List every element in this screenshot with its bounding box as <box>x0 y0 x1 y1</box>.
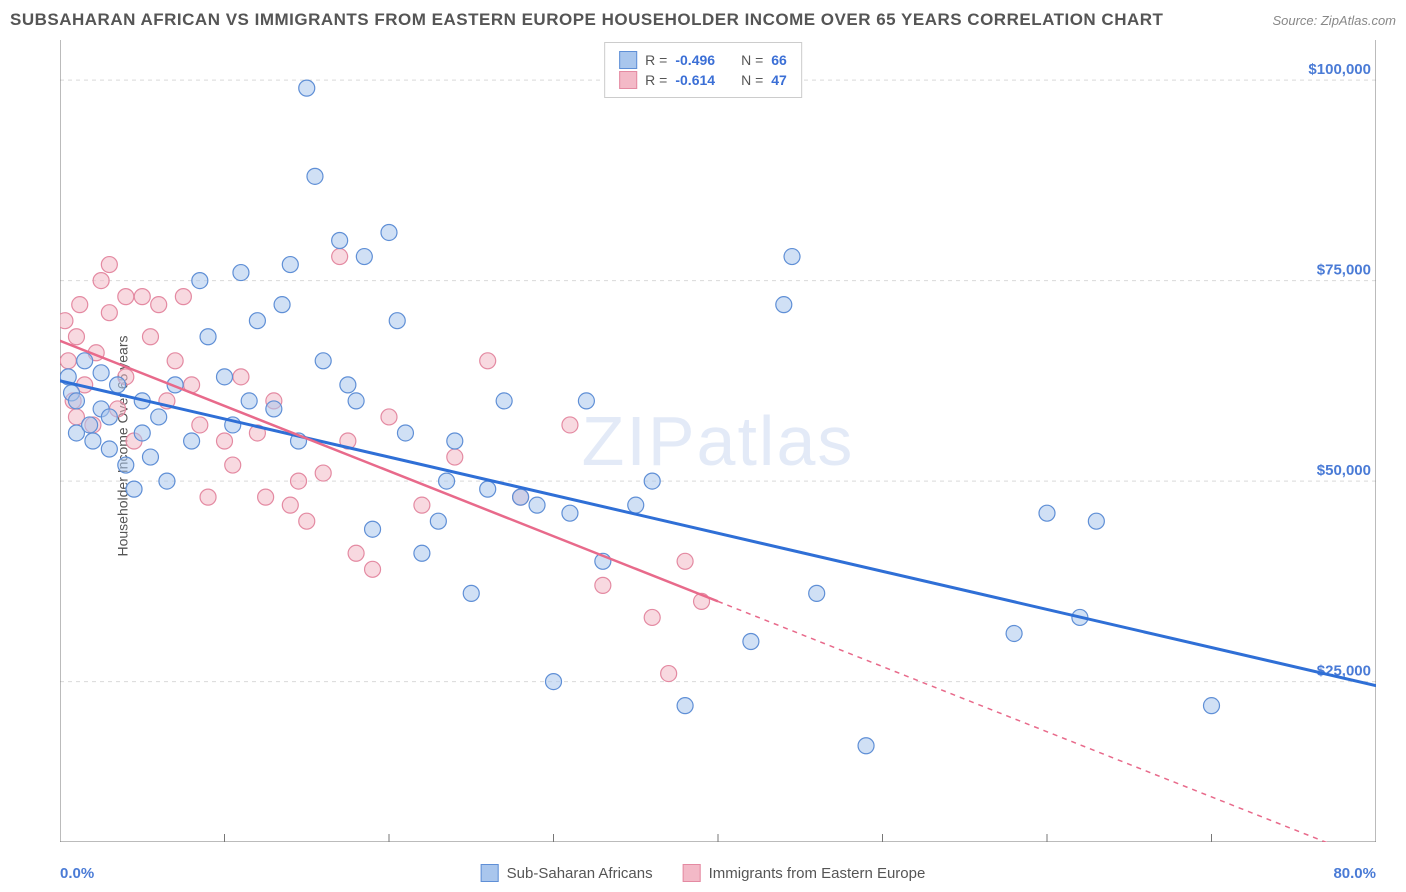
correlation-stats-box: R = -0.496 N = 66 R = -0.614 N = 47 <box>604 42 802 98</box>
r-value: -0.496 <box>675 52 715 68</box>
legend-bottom: Sub-Saharan Africans Immigrants from East… <box>481 864 926 882</box>
legend-label: Sub-Saharan Africans <box>507 865 653 882</box>
stats-row: R = -0.496 N = 66 <box>619 51 787 69</box>
series-swatch <box>619 51 637 69</box>
n-label: N = <box>741 72 763 88</box>
legend-swatch <box>683 864 701 882</box>
n-label: N = <box>741 52 763 68</box>
title-bar: SUBSAHARAN AFRICAN VS IMMIGRANTS FROM EA… <box>10 10 1396 30</box>
r-label: R = <box>645 52 667 68</box>
legend-item: Immigrants from Eastern Europe <box>683 864 926 882</box>
source-attribution: Source: ZipAtlas.com <box>1272 13 1396 28</box>
chart-title: SUBSAHARAN AFRICAN VS IMMIGRANTS FROM EA… <box>10 10 1163 30</box>
scatter-plot-svg: $25,000$50,000$75,000$100,000 <box>60 40 1376 842</box>
correlation-chart: SUBSAHARAN AFRICAN VS IMMIGRANTS FROM EA… <box>0 0 1406 892</box>
r-value: -0.614 <box>675 72 715 88</box>
x-axis-max-label: 80.0% <box>1333 865 1376 882</box>
legend-swatch <box>481 864 499 882</box>
svg-text:$75,000: $75,000 <box>1317 262 1371 279</box>
x-axis-min-label: 0.0% <box>60 865 94 882</box>
n-value: 47 <box>771 72 787 88</box>
n-value: 66 <box>771 52 787 68</box>
legend-item: Sub-Saharan Africans <box>481 864 653 882</box>
series-swatch <box>619 71 637 89</box>
svg-text:$50,000: $50,000 <box>1317 462 1371 479</box>
stats-row: R = -0.614 N = 47 <box>619 71 787 89</box>
plot-region: $25,000$50,000$75,000$100,000 ZIPatlas <box>60 40 1376 842</box>
legend-label: Immigrants from Eastern Europe <box>709 865 926 882</box>
svg-text:$100,000: $100,000 <box>1308 61 1371 78</box>
r-label: R = <box>645 72 667 88</box>
